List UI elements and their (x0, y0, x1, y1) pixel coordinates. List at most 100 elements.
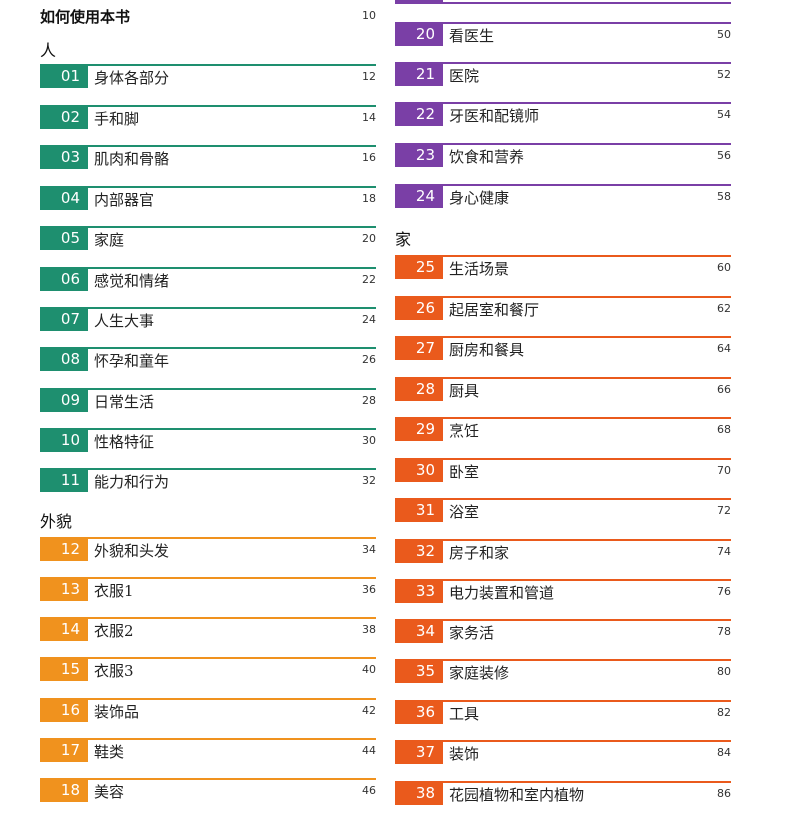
rule-line (443, 2, 731, 4)
toc-entry[interactable]: 09 日常生活 28 (40, 388, 376, 412)
section-heading-home: 家 (395, 230, 412, 249)
entry-number: 37 (395, 740, 443, 764)
entry-title: 怀孕和童年 (94, 352, 170, 370)
toc-entry[interactable]: 28 厨具 66 (395, 377, 731, 401)
entry-title: 生活场景 (449, 260, 510, 278)
toc-entry[interactable]: 02 手和脚 14 (40, 105, 376, 129)
toc-entry[interactable]: 37 装饰 84 (395, 740, 731, 764)
toc-entry[interactable]: 36 工具 82 (395, 700, 731, 724)
toc-entry[interactable]: 27 厨房和餐具 64 (395, 336, 731, 360)
toc-entry[interactable]: 21 医院 52 (395, 62, 731, 86)
entry-page: 64 (717, 342, 731, 355)
toc-entry[interactable]: 14 衣服2 38 (40, 617, 376, 641)
section-heading-people: 人 (40, 41, 57, 60)
entry-page: 46 (362, 784, 376, 797)
rule-line (395, 579, 731, 581)
entry-page: 78 (717, 625, 731, 638)
entry-title: 日常生活 (94, 393, 155, 411)
intro-page: 10 (362, 9, 376, 22)
toc-entry[interactable]: 30 卧室 70 (395, 458, 731, 482)
entry-title: 装饰品 (94, 703, 140, 721)
entry-number: 24 (395, 184, 443, 208)
entry-title: 身体各部分 (94, 69, 170, 87)
toc-entry[interactable]: 04 内部器官 18 (40, 186, 376, 210)
entry-page: 30 (362, 434, 376, 447)
entry-number: 26 (395, 296, 443, 320)
toc-entry[interactable]: 35 家庭装修 80 (395, 659, 731, 683)
entry-page: 20 (362, 232, 376, 245)
rule-line (40, 778, 376, 780)
entry-page: 54 (717, 108, 731, 121)
toc-entry[interactable]: 07 人生大事 24 (40, 307, 376, 331)
entry-page: 32 (362, 474, 376, 487)
entry-title: 卧室 (449, 463, 480, 481)
entry-number: 10 (40, 428, 88, 452)
entry-number: 28 (395, 377, 443, 401)
entry-title: 烹饪 (449, 422, 480, 440)
toc-entry[interactable]: 15 衣服3 40 (40, 657, 376, 681)
toc-entry[interactable]: 38 花园植物和室内植物 86 (395, 781, 731, 805)
toc-entry[interactable]: 24 身心健康 58 (395, 184, 731, 208)
entry-title: 工具 (449, 705, 480, 723)
toc-entry[interactable]: 17 鞋类 44 (40, 738, 376, 762)
toc-entry[interactable]: 20 看医生 50 (395, 22, 731, 46)
toc-entry[interactable]: 13 衣服1 36 (40, 577, 376, 601)
entry-number: 07 (40, 307, 88, 331)
entry-page: 24 (362, 313, 376, 326)
toc-entry[interactable]: 33 电力装置和管道 76 (395, 579, 731, 603)
toc-entry[interactable]: 18 美容 46 (40, 778, 376, 802)
entry-title: 衣服1 (94, 582, 134, 600)
entry-page: 26 (362, 353, 376, 366)
toc-entry[interactable]: 29 烹饪 68 (395, 417, 731, 441)
entry-page: 52 (717, 68, 731, 81)
entry-page: 56 (717, 149, 731, 162)
rule-line (395, 102, 731, 104)
rule-line (40, 537, 376, 539)
entry-page: 16 (362, 151, 376, 164)
entry-page: 38 (362, 623, 376, 636)
entry-page: 86 (717, 787, 731, 800)
entry-page: 76 (717, 585, 731, 598)
entry-number: 32 (395, 539, 443, 563)
entry-page: 14 (362, 111, 376, 124)
toc-entry[interactable]: 34 家务活 78 (395, 619, 731, 643)
entry-number: 08 (40, 347, 88, 371)
rule-line (395, 539, 731, 541)
toc-entry[interactable]: 08 怀孕和童年 26 (40, 347, 376, 371)
entry-page: 22 (362, 273, 376, 286)
toc-entry[interactable]: 26 起居室和餐厅 62 (395, 296, 731, 320)
entry-title: 感觉和情绪 (94, 272, 170, 290)
toc-entry[interactable]: 16 装饰品 42 (40, 698, 376, 722)
entry-page: 60 (717, 261, 731, 274)
toc-entry[interactable]: 25 生活场景 60 (395, 255, 731, 279)
entry-page: 80 (717, 665, 731, 678)
entry-number: 22 (395, 102, 443, 126)
entry-title: 厨具 (449, 382, 480, 400)
rule-line (40, 347, 376, 349)
entry-title: 手和脚 (94, 110, 140, 128)
toc-entry[interactable]: 32 房子和家 74 (395, 539, 731, 563)
toc-entry[interactable]: 01 身体各部分 12 (40, 64, 376, 88)
toc-entry[interactable]: 10 性格特征 30 (40, 428, 376, 452)
rule-line (395, 336, 731, 338)
toc-entry[interactable]: 22 牙医和配镜师 54 (395, 102, 731, 126)
toc-entry[interactable]: 12 外貌和头发 34 (40, 537, 376, 561)
toc-entry[interactable]: 03 肌肉和骨骼 16 (40, 145, 376, 169)
entry-page: 40 (362, 663, 376, 676)
entry-number: 15 (40, 657, 88, 681)
rule-line (395, 377, 731, 379)
toc-entry[interactable]: 05 家庭 20 (40, 226, 376, 250)
rule-line (395, 296, 731, 298)
rule-line (40, 226, 376, 228)
toc-entry[interactable]: 06 感觉和情绪 22 (40, 267, 376, 291)
previous-entry-number-block (395, 0, 443, 4)
entry-page: 36 (362, 583, 376, 596)
entry-number: 09 (40, 388, 88, 412)
entry-title: 牙医和配镜师 (449, 107, 540, 125)
entry-page: 28 (362, 394, 376, 407)
entry-number: 36 (395, 700, 443, 724)
toc-entry[interactable]: 31 浴室 72 (395, 498, 731, 522)
toc-entry[interactable]: 11 能力和行为 32 (40, 468, 376, 492)
entry-title: 衣服2 (94, 622, 134, 640)
toc-entry[interactable]: 23 饮食和营养 56 (395, 143, 731, 167)
